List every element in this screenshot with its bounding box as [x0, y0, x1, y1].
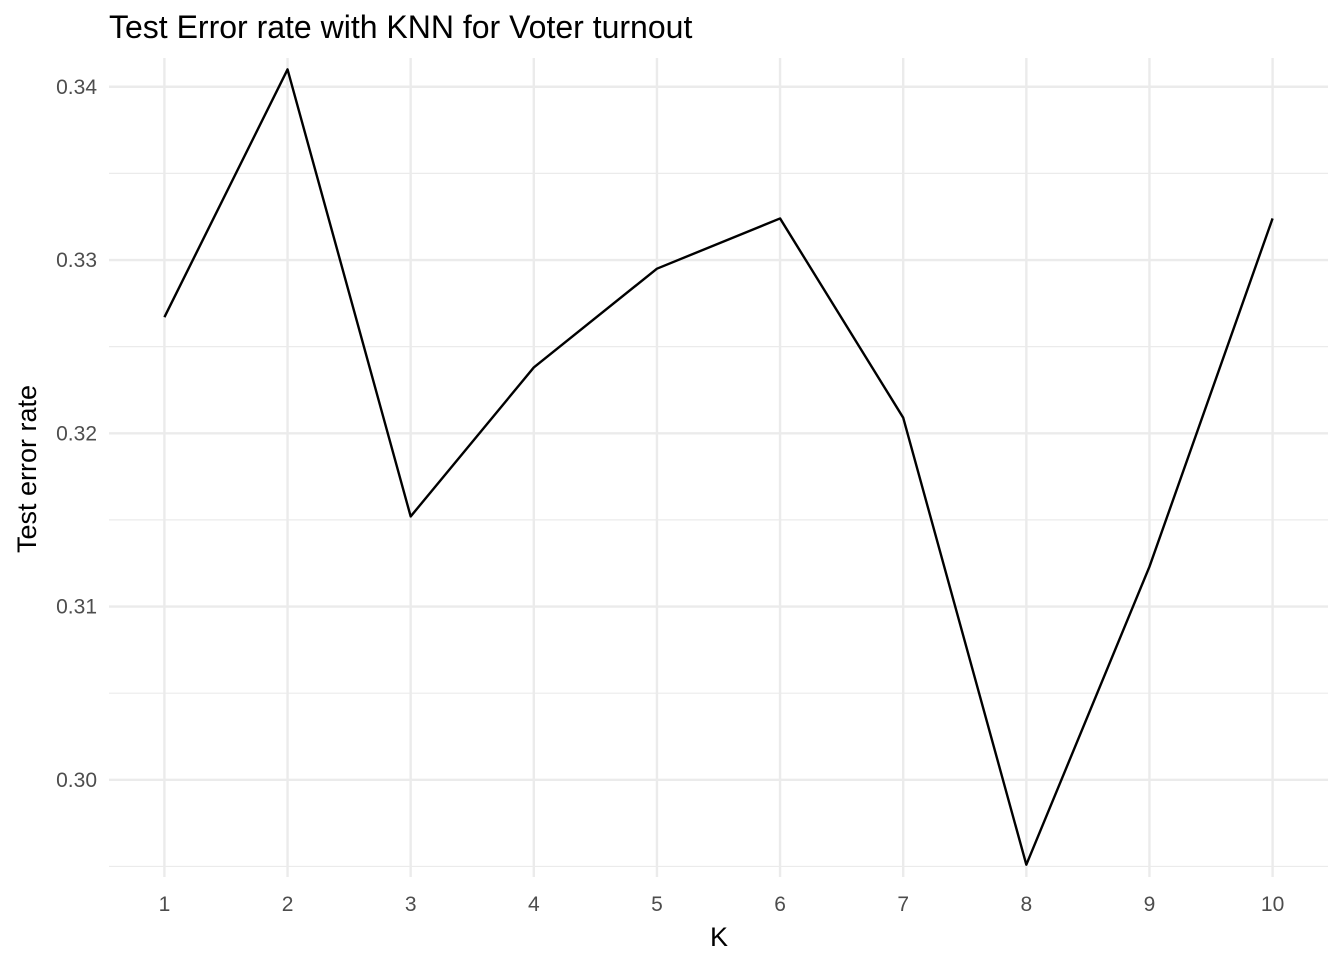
y-tick-labels: 0.30 0.31 0.32 0.33 0.34: [56, 76, 97, 792]
x-tick-label-2: 3: [405, 893, 417, 916]
y-tick-label-1: 0.31: [56, 596, 97, 619]
series-line-0: [163, 68, 1274, 866]
chart-title: Test Error rate with KNN for Voter turno…: [109, 9, 692, 45]
x-tick-label-0: 1: [159, 893, 171, 916]
x-tick-labels: 1 2 3 4 5 6 7 8 9 10: [159, 893, 1285, 916]
series-layer: [163, 68, 1274, 866]
x-tick-label-6: 7: [897, 893, 909, 916]
x-axis-title: K: [710, 922, 728, 952]
major-gridlines: [109, 58, 1328, 877]
x-tick-label-7: 8: [1020, 893, 1032, 916]
x-tick-label-5: 6: [774, 893, 786, 916]
y-tick-label-0: 0.30: [56, 769, 97, 792]
x-tick-label-9: 10: [1261, 893, 1284, 916]
y-tick-label-4: 0.34: [56, 76, 97, 99]
minor-gridlines: [109, 172, 1328, 868]
y-axis-title: Test error rate: [12, 385, 42, 553]
x-tick-label-1: 2: [282, 893, 294, 916]
y-tick-label-3: 0.33: [56, 249, 97, 272]
y-tick-label-2: 0.32: [56, 422, 97, 445]
x-tick-label-8: 9: [1144, 893, 1156, 916]
x-tick-label-4: 5: [651, 893, 663, 916]
x-tick-label-3: 4: [528, 893, 540, 916]
